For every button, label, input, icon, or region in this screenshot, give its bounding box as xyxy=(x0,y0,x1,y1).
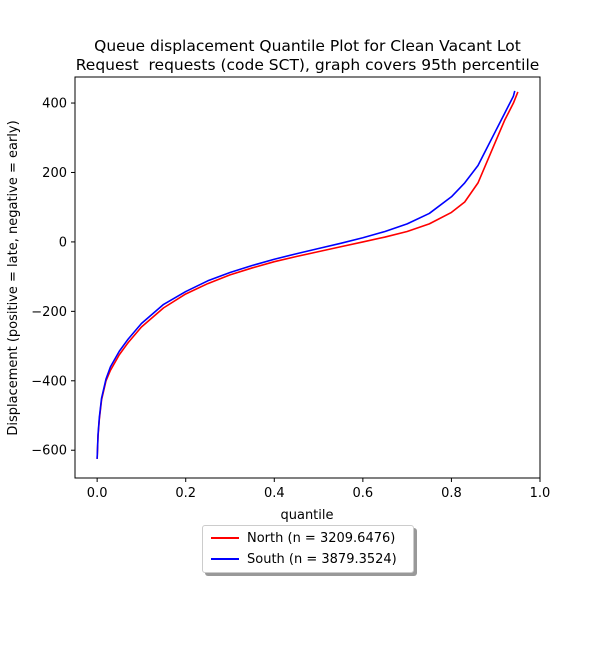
x-tick-label: 1.0 xyxy=(530,486,551,501)
series-line-south xyxy=(96,90,516,459)
x-tick-label: 0.4 xyxy=(264,486,285,501)
x-axis-label: quantile xyxy=(280,508,333,523)
x-tick-label: 0.2 xyxy=(175,486,196,501)
legend-swatch-north xyxy=(211,537,239,539)
y-tick-label: 200 xyxy=(42,166,67,181)
x-tick-label: 0.8 xyxy=(441,486,462,501)
legend-label-south: South (n = 3879.3524) xyxy=(247,551,397,567)
y-axis-ticks: 400 200 0 −200 −400 −600 xyxy=(31,97,75,459)
series-line-north xyxy=(96,91,519,459)
y-tick-label: 400 xyxy=(42,97,67,112)
y-axis-label: Displacement (positive = late, negative … xyxy=(6,120,21,435)
chart-title-line-2: Request requests (code SCT), graph cover… xyxy=(75,56,540,74)
plot-frame xyxy=(74,76,541,479)
x-tick-label: 0.0 xyxy=(87,486,108,501)
legend-label-north: North (n = 3209.6476) xyxy=(247,530,396,546)
legend-entry-south: South (n = 3879.3524) xyxy=(211,549,397,569)
legend-swatch-south xyxy=(211,558,239,560)
y-tick-label: −200 xyxy=(31,305,67,320)
chart-title-line-1: Queue displacement Quantile Plot for Cle… xyxy=(94,37,521,55)
x-axis-ticks: 0.0 0.2 0.4 0.6 0.8 1.0 xyxy=(87,478,551,501)
x-tick-label: 0.6 xyxy=(353,486,374,501)
series-lines xyxy=(96,90,519,459)
y-tick-label: −600 xyxy=(31,444,67,459)
y-tick-label: 0 xyxy=(59,235,67,250)
y-tick-label: −400 xyxy=(31,374,67,389)
legend-entry-north: North (n = 3209.6476) xyxy=(211,528,395,548)
legend: North (n = 3209.6476) South (n = 3879.35… xyxy=(202,525,414,573)
